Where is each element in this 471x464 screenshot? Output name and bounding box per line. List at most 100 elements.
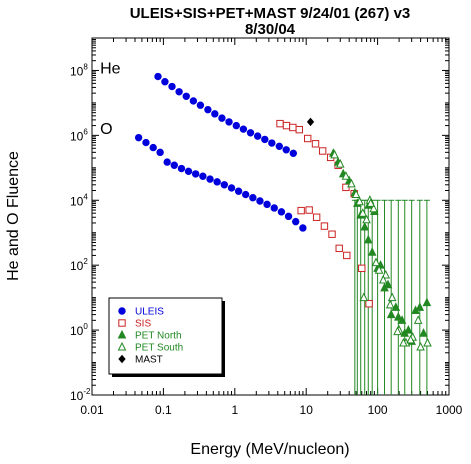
pet-south-point — [359, 292, 369, 302]
uleis-point — [163, 158, 171, 166]
uleis-point — [218, 114, 226, 122]
uleis-point — [241, 190, 250, 199]
sis-point — [312, 213, 321, 221]
uleis-point — [168, 82, 176, 91]
sis-point — [311, 140, 320, 148]
sis-point — [318, 147, 327, 155]
uleis-point — [232, 121, 241, 130]
legend-shadow — [222, 301, 225, 377]
uleis-point — [175, 88, 183, 96]
uleis-point — [213, 178, 221, 186]
uleis-point — [256, 197, 264, 205]
pet-north-point — [419, 328, 428, 337]
legend-label-sis: SIS — [135, 319, 151, 330]
uleis-point — [289, 149, 298, 158]
pet-north-point — [411, 305, 420, 315]
x-tick-label: 0.01 — [80, 403, 104, 417]
uleis-point — [156, 148, 164, 157]
pet-north-point — [415, 302, 425, 311]
pet-north-point — [393, 312, 403, 321]
uleis-point — [234, 187, 243, 195]
uleis-point — [211, 110, 219, 118]
pet-south-point — [387, 292, 397, 302]
pet-south-point — [385, 299, 395, 309]
pet-south-point — [347, 178, 356, 188]
panel-labels: He O — [100, 61, 121, 138]
uleis-point — [196, 101, 205, 109]
legend-box — [108, 297, 223, 375]
pet-south-point — [371, 257, 381, 267]
sis-point — [282, 121, 291, 130]
pet-south-point — [330, 149, 339, 159]
y-tick-label: 10-2 — [70, 387, 91, 403]
pet-south-point — [374, 265, 384, 274]
error-bars — [351, 199, 430, 395]
legend-marker-sis — [118, 319, 126, 327]
uleis-point — [142, 138, 150, 147]
mast-point — [306, 117, 315, 127]
pet-south-point — [413, 315, 423, 324]
axis-ticks: 0.01 0.1 1 10 100 1000 10-2 100 102 104 106 108 — [70, 38, 463, 417]
plot-frame — [91, 37, 450, 396]
panel-label-he: He — [100, 61, 121, 78]
uleis-point — [189, 97, 198, 105]
uleis-point — [292, 217, 300, 226]
y-tick-label: 106 — [70, 127, 88, 143]
legend-label-pet-north: PET North — [135, 331, 182, 342]
sis-point — [365, 300, 373, 308]
uleis-point — [268, 139, 276, 147]
pet-north-point — [367, 247, 377, 256]
uleis-point — [239, 125, 248, 133]
pet-south-point — [355, 196, 364, 206]
uleis-point — [220, 181, 229, 189]
legend-marker-mast — [118, 354, 126, 364]
uleis-point — [199, 172, 207, 180]
uleis-point — [261, 135, 269, 144]
y-tick-label: 108 — [70, 62, 88, 78]
uleis-point — [277, 208, 286, 216]
pet-south-point — [335, 159, 345, 168]
uleis-point — [227, 184, 236, 192]
uleis-point — [270, 204, 278, 212]
y-axis-label: He and O Fluence — [5, 151, 22, 281]
pet-south-point — [341, 171, 351, 180]
pet-south-point — [416, 341, 425, 351]
y-tick-label: 102 — [70, 257, 88, 273]
uleis-point — [191, 170, 200, 178]
sis-point — [289, 123, 297, 132]
pet-south-point — [366, 198, 375, 207]
uleis-point — [206, 175, 214, 183]
uleis-point — [134, 133, 143, 142]
uleis-point — [184, 167, 193, 176]
legend-marker-pet-south — [117, 341, 127, 351]
sis-point — [328, 230, 336, 238]
uleis-point — [149, 143, 157, 152]
y-tick-label: 104 — [70, 192, 88, 208]
sis-point — [358, 264, 366, 273]
pet-south-point — [423, 337, 432, 347]
legend-marker-uleis — [118, 307, 126, 315]
pet-south-point — [399, 337, 408, 347]
pet-south-point — [351, 189, 361, 199]
legend-marker-pet-north — [117, 329, 127, 339]
x-axis-label: Energy (MeV/nucleon) — [190, 441, 349, 458]
uleis-point — [177, 164, 186, 173]
x-tick-label: 100 — [368, 403, 388, 417]
chart-title-line-2: 8/30/04 — [245, 21, 296, 38]
pet-south-point — [393, 326, 402, 336]
uleis-point — [246, 129, 255, 137]
data-points — [134, 72, 432, 351]
x-tick-label: 1000 — [436, 403, 463, 417]
pet-north-point — [404, 324, 413, 334]
chart-title-line-1: ULEIS+SIS+PET+MAST 9/24/01 (267) v3 — [130, 5, 411, 22]
sis-point — [320, 222, 329, 230]
uleis-point — [275, 142, 283, 151]
uleis-point — [249, 194, 257, 202]
pet-north-point — [391, 302, 401, 311]
uleis-point — [284, 212, 293, 221]
sis-point — [343, 251, 351, 260]
pet-south-point — [358, 208, 368, 217]
pet-north-point — [422, 297, 432, 307]
x-tick-label: 10 — [300, 403, 314, 417]
